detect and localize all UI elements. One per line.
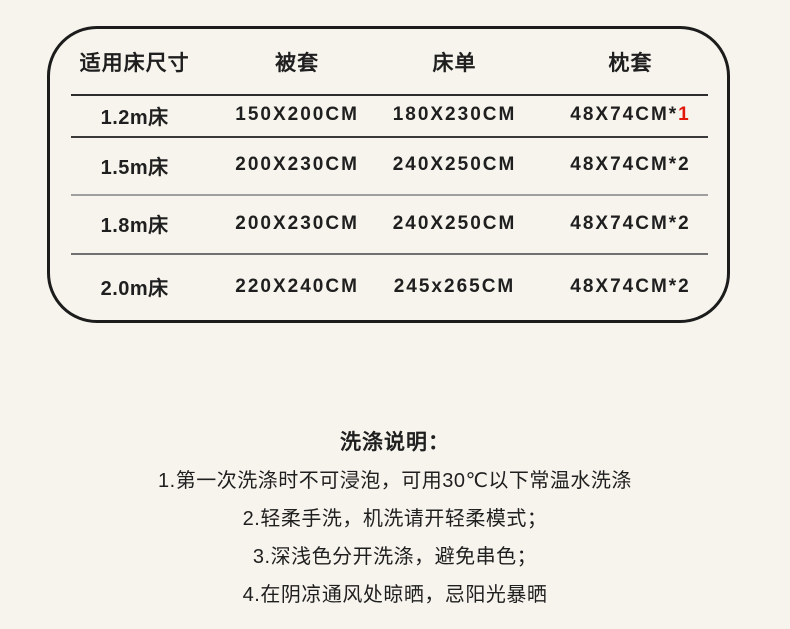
pillowcase-qty-highlight: 1: [678, 104, 691, 125]
size-table-grid: 适用床尺寸 被套 床单 枕套 1.2m床 150X200CM 180X230CM…: [50, 29, 727, 320]
washing-instruction-line: 3.深浅色分开洗涤，避免串色；: [252, 546, 538, 568]
pillowcase-qty: 2: [678, 212, 691, 234]
duvet-cover-cell: 220X240CM: [235, 275, 359, 297]
duvet-cover-cell: 200X230CM: [235, 212, 359, 234]
bed-sheet-cell: 180X230CM: [392, 104, 517, 125]
duvet-cover-cell: 200X230CM: [235, 154, 359, 175]
washing-instructions-title: 洗涤说明：: [340, 431, 450, 454]
header-divider: [71, 94, 708, 96]
header-bed-size: 适用床尺寸: [79, 51, 190, 75]
pillowcase-size: 48X74CM*: [570, 104, 679, 125]
bed-size-cell: 2.0m床: [100, 278, 169, 300]
pillowcase-size: 48X74CM*: [570, 212, 679, 234]
pillowcase-cell: 48X74CM* 2: [534, 194, 727, 253]
bedding-size-table: 适用床尺寸 被套 床单 枕套 1.2m床 150X200CM 180X230CM…: [47, 26, 730, 323]
washing-instruction-line: 1.第一次洗涤时不可浸泡，可用30℃以下常温水洗涤: [158, 470, 632, 492]
header-duvet-cover: 被套: [275, 51, 320, 75]
row-divider: [71, 194, 708, 196]
bed-sheet-cell: 240X250CM: [392, 154, 517, 175]
row-divider: [71, 136, 708, 138]
bed-size-cell: 1.8m床: [100, 215, 169, 237]
pillowcase-size: 48X74CM*: [570, 154, 679, 175]
bed-size-cell: 1.2m床: [100, 106, 169, 129]
row-divider: [71, 253, 708, 255]
header-bed-sheet: 床单: [432, 51, 477, 75]
header-pillowcase: 枕套: [608, 51, 653, 75]
pillowcase-qty: 2: [678, 275, 691, 297]
washing-instructions: 洗涤说明： 1.第一次洗涤时不可浸泡，可用30℃以下常温水洗涤 2.轻柔手洗，机…: [0, 424, 790, 614]
pillowcase-cell: 48X74CM* 2: [534, 136, 727, 194]
washing-instruction-line: 4.在阴凉通风处晾晒，忌阳光暴晒: [242, 584, 548, 606]
pillowcase-cell: 48X74CM* 1: [534, 94, 727, 136]
bed-sheet-cell: 240X250CM: [392, 212, 517, 234]
pillowcase-size: 48X74CM*: [570, 275, 679, 297]
duvet-cover-cell: 150X200CM: [235, 104, 359, 125]
bed-sheet-cell: 245x265CM: [393, 275, 516, 297]
pillowcase-cell: 48X74CM* 2: [534, 253, 727, 320]
bed-size-cell: 1.5m床: [100, 156, 169, 179]
washing-instruction-line: 2.轻柔手洗，机洗请开轻柔模式；: [242, 508, 548, 530]
pillowcase-qty: 2: [678, 154, 691, 175]
